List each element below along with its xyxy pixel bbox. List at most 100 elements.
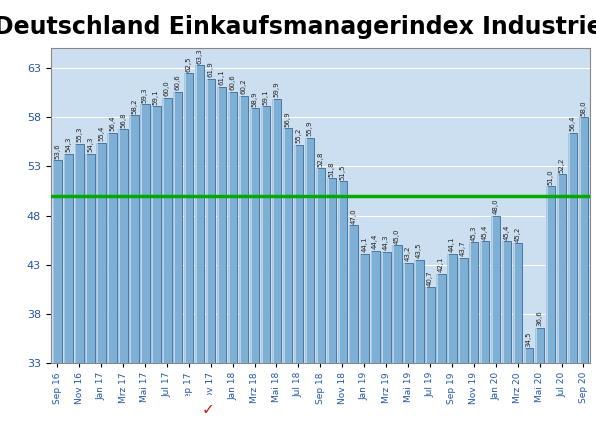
Bar (392, 245, 402, 363)
Bar (271, 99, 274, 363)
Text: 42,1: 42,1 (438, 257, 444, 272)
Text: 44,3: 44,3 (383, 235, 389, 250)
Text: 55,3: 55,3 (76, 127, 82, 142)
Bar (217, 87, 226, 363)
Text: 43,2: 43,2 (405, 246, 411, 261)
Bar (469, 242, 479, 363)
Bar (206, 79, 208, 363)
Bar (316, 169, 325, 363)
Text: 54,3: 54,3 (65, 136, 71, 152)
Text: unabhängig • strategisch • trefflicher: unabhängig • strategisch • trefflicher (61, 419, 180, 425)
Bar (491, 216, 501, 363)
Bar (458, 258, 467, 363)
Bar (184, 73, 194, 363)
Text: 45,3: 45,3 (471, 225, 477, 241)
Text: 40,7: 40,7 (427, 270, 433, 286)
Bar (513, 243, 515, 363)
Text: 51,5: 51,5 (339, 164, 345, 180)
Bar (370, 251, 372, 363)
Bar (392, 245, 395, 363)
Bar (74, 144, 76, 363)
Bar (348, 225, 350, 363)
Bar (480, 241, 489, 363)
Text: 53,6: 53,6 (54, 143, 60, 159)
Bar (371, 251, 380, 363)
Bar (535, 328, 544, 363)
Text: ✓: ✓ (201, 402, 215, 417)
Text: 43,7: 43,7 (460, 241, 466, 257)
Text: 34,5: 34,5 (526, 331, 532, 347)
Bar (162, 98, 172, 363)
Bar (129, 115, 139, 363)
Text: 55,2: 55,2 (296, 128, 302, 143)
Bar (272, 99, 281, 363)
Bar (568, 133, 577, 363)
Bar (294, 145, 303, 363)
Bar (206, 79, 215, 363)
Bar (107, 133, 109, 363)
Bar (260, 106, 263, 363)
Bar (96, 143, 98, 363)
Bar (403, 263, 412, 363)
Text: 52,2: 52,2 (558, 158, 564, 173)
Bar (52, 161, 62, 363)
Bar (162, 98, 164, 363)
Bar (557, 174, 566, 363)
Text: 59,1: 59,1 (262, 89, 269, 105)
Text: 45,4: 45,4 (482, 224, 488, 240)
Bar (151, 106, 153, 363)
Text: stockstreet.de: stockstreet.de (61, 401, 170, 414)
Text: 36,6: 36,6 (536, 310, 542, 326)
Bar (228, 92, 237, 363)
Bar (545, 186, 548, 363)
Bar (293, 145, 296, 363)
Text: 60,6: 60,6 (175, 74, 181, 90)
Bar (513, 243, 522, 363)
Bar (119, 129, 128, 363)
Text: 63,3: 63,3 (197, 48, 203, 64)
Bar (283, 128, 285, 363)
Text: 44,1: 44,1 (361, 237, 367, 253)
Bar (52, 161, 54, 363)
Text: 58,9: 58,9 (252, 91, 257, 107)
Bar (458, 258, 460, 363)
Bar (359, 254, 369, 363)
Bar (151, 106, 160, 363)
Bar (63, 154, 66, 363)
Text: 59,3: 59,3 (142, 87, 148, 103)
Bar (140, 104, 142, 363)
Text: 60,2: 60,2 (241, 78, 247, 94)
Bar (305, 138, 314, 363)
Bar (327, 178, 336, 363)
Text: 52,8: 52,8 (317, 151, 324, 167)
Bar (261, 106, 270, 363)
Bar (315, 169, 318, 363)
Text: 43,5: 43,5 (416, 243, 422, 258)
Bar (239, 95, 249, 363)
Bar (578, 117, 581, 363)
Bar (414, 260, 424, 363)
Bar (535, 328, 537, 363)
Bar (381, 252, 391, 363)
Text: 62,5: 62,5 (186, 56, 192, 72)
Bar (546, 186, 555, 363)
Text: 45,4: 45,4 (504, 224, 510, 240)
Bar (436, 274, 438, 363)
Text: Deutschland Einkaufsmanagerindex Industrie: Deutschland Einkaufsmanagerindex Industr… (0, 15, 596, 40)
Text: 45,0: 45,0 (394, 228, 400, 244)
Bar (250, 108, 259, 363)
Bar (140, 104, 150, 363)
Text: 55,4: 55,4 (98, 126, 104, 141)
Bar (250, 108, 252, 363)
Text: 56,8: 56,8 (120, 112, 126, 128)
Text: 47,0: 47,0 (350, 208, 356, 224)
Text: 51,0: 51,0 (548, 169, 554, 184)
Bar (359, 254, 361, 363)
Bar (502, 241, 504, 363)
Bar (436, 274, 446, 363)
Bar (118, 129, 120, 363)
Bar (567, 133, 570, 363)
Bar (425, 287, 427, 363)
Text: 56,4: 56,4 (109, 116, 115, 132)
Bar (74, 144, 84, 363)
